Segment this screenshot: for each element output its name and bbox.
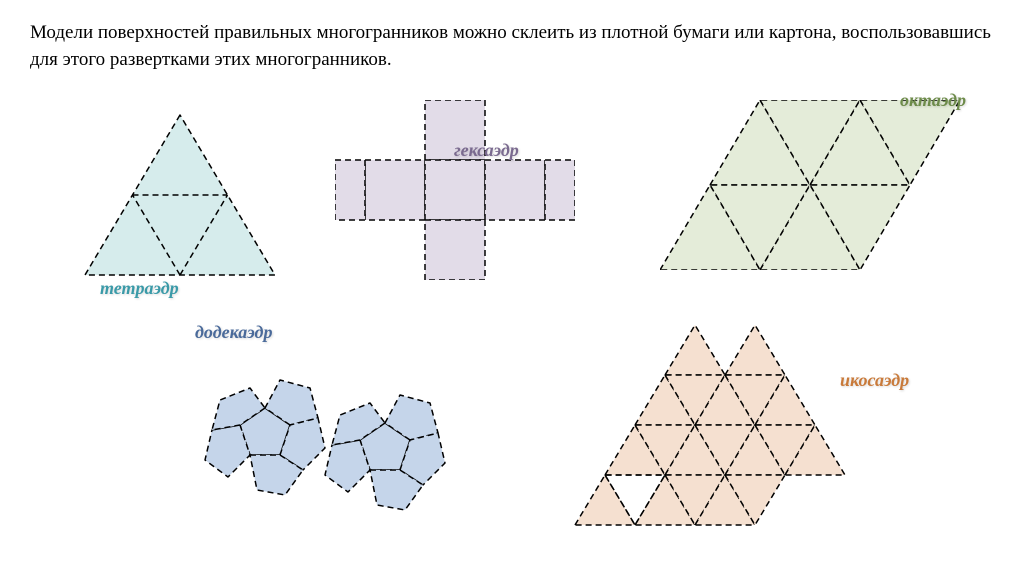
tetrahedron-net [70, 110, 290, 280]
hexahedron-net [335, 100, 575, 280]
octahedron-net [660, 100, 980, 270]
description-text: Модели поверхностей правильных многогран… [30, 20, 994, 73]
hexahedron-label: гексаэдр [454, 140, 519, 161]
dodecahedron-label: додекаэдр [195, 322, 272, 343]
tetrahedron-label: тетраэдр [100, 278, 179, 299]
icosahedron-label: икосаэдр [840, 370, 909, 391]
octahedron-label: октаэдр [900, 90, 966, 111]
dodecahedron-net [110, 330, 510, 550]
icosahedron-net [560, 320, 890, 550]
